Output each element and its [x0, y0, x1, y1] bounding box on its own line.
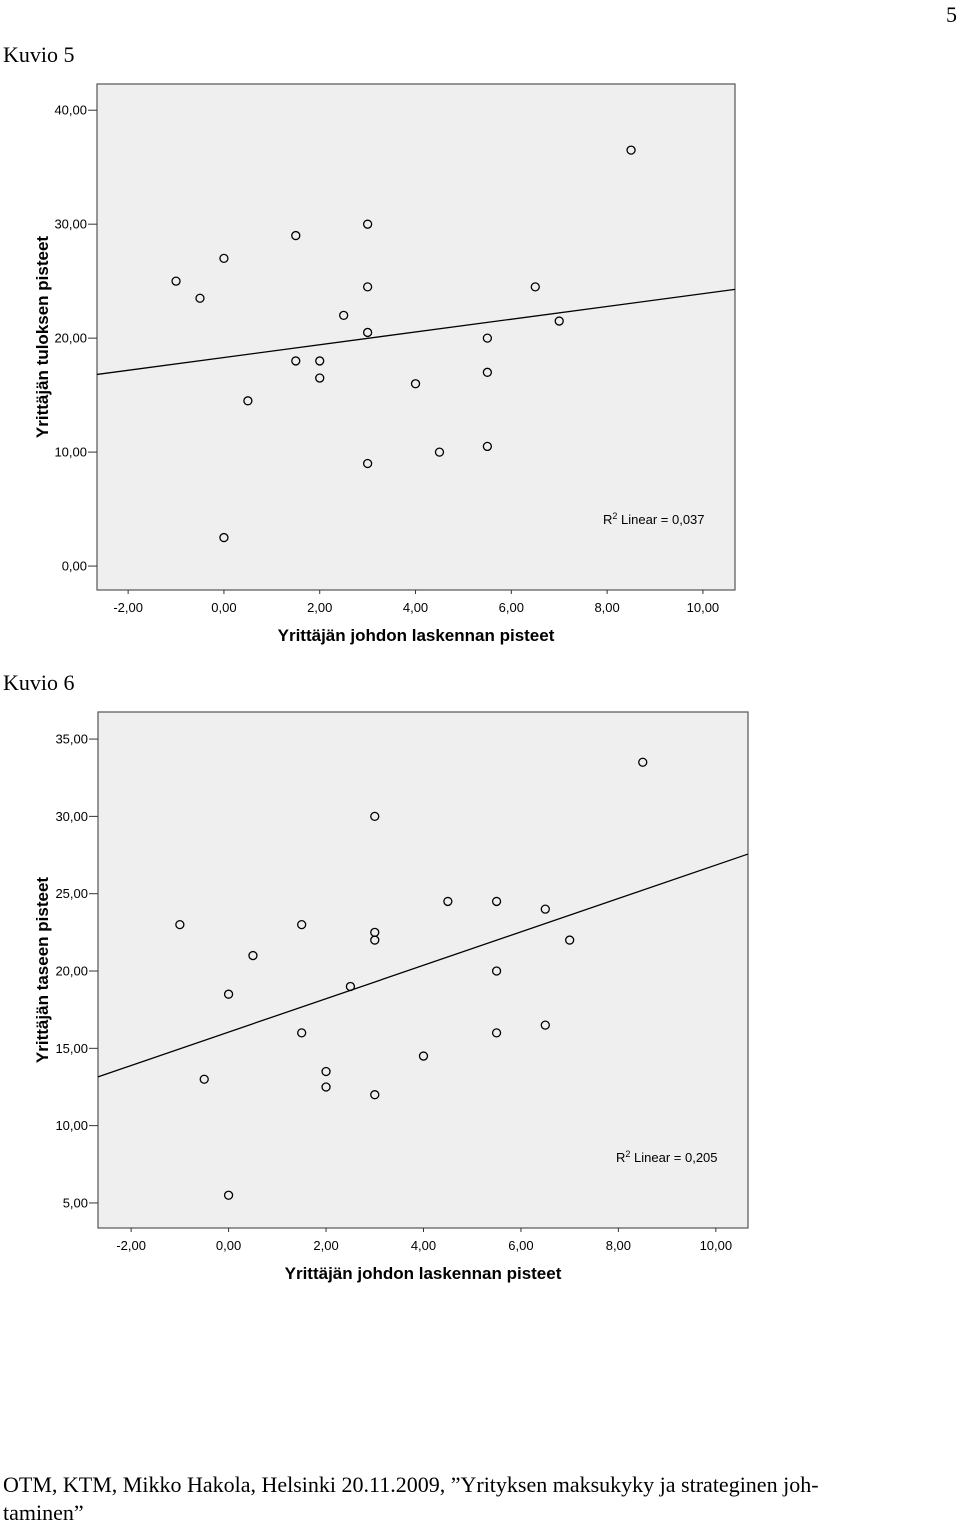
- data-point: [297, 1028, 307, 1038]
- data-point: [223, 989, 234, 999]
- data-point: [491, 966, 502, 976]
- x-tick-label: 4,00: [411, 1238, 436, 1253]
- data-point: [370, 811, 380, 822]
- x-axis-title: Yrittäjän johdon laskennan pisteet: [278, 626, 555, 645]
- data-point: [482, 333, 493, 343]
- x-tick-label: -2,00: [113, 600, 143, 615]
- y-tick-label: 30,00: [54, 217, 87, 232]
- data-point: [370, 1090, 380, 1100]
- data-point: [554, 316, 564, 326]
- footer-line: taminen”: [3, 1500, 84, 1524]
- x-tick-label: 10,00: [687, 600, 720, 615]
- r2-sup: 2: [625, 1149, 630, 1159]
- data-point: [175, 919, 185, 930]
- r2-annotation: R2 Linear = 0,205: [616, 1149, 718, 1165]
- data-point: [248, 950, 258, 961]
- y-tick-label: 25,00: [55, 886, 88, 901]
- y-tick-label: 15,00: [55, 1041, 88, 1056]
- data-point: [219, 253, 229, 264]
- data-point: [418, 1051, 429, 1061]
- data-point: [195, 293, 205, 303]
- data-point: [291, 356, 301, 366]
- plot-area: [96, 83, 736, 591]
- data-point: [626, 145, 636, 155]
- data-point: [345, 981, 356, 992]
- data-point: [339, 310, 349, 320]
- data-point: [362, 458, 373, 469]
- y-tick-label: 20,00: [54, 331, 87, 346]
- x-tick-label: 0,00: [216, 1238, 241, 1253]
- data-point: [219, 532, 229, 543]
- x-tick-label: 0,00: [211, 600, 236, 615]
- x-tick-label: 2,00: [307, 600, 332, 615]
- data-point: [321, 1066, 331, 1077]
- data-point: [243, 396, 253, 406]
- y-tick-label: 10,00: [54, 445, 87, 460]
- x-tick-label: 2,00: [313, 1238, 338, 1253]
- r2-base: R: [603, 512, 612, 527]
- data-point: [482, 367, 493, 377]
- page-number: 5: [946, 2, 957, 27]
- data-point: [291, 230, 301, 241]
- data-point: [362, 327, 373, 338]
- fit-line: [97, 853, 749, 1078]
- plot-area: [97, 711, 749, 1229]
- y-tick-label: 0,00: [62, 559, 87, 574]
- data-point: [491, 896, 502, 907]
- x-tick-label: 6,00: [499, 600, 524, 615]
- r2-sup: 2: [612, 511, 617, 521]
- r2-base: R: [616, 1150, 625, 1165]
- figure-caption: Kuvio 5: [3, 42, 75, 67]
- x-tick-label: 8,00: [606, 1238, 631, 1253]
- x-axis-title: Yrittäjän johdon laskennan pisteet: [285, 1264, 562, 1283]
- data-point: [410, 379, 421, 389]
- y-tick-label: 35,00: [55, 732, 88, 747]
- y-tick-label: 5,00: [63, 1195, 88, 1210]
- y-tick-label: 20,00: [55, 964, 88, 979]
- data-point: [565, 935, 575, 945]
- y-tick-label: 30,00: [55, 809, 88, 824]
- data-point: [540, 1020, 550, 1030]
- x-tick-label: 6,00: [508, 1238, 533, 1253]
- data-point: [491, 1028, 502, 1038]
- y-axis-title: Yrittäjän taseen pisteet: [33, 877, 52, 1063]
- data-point: [362, 219, 373, 229]
- x-tick-label: -2,00: [116, 1238, 146, 1253]
- data-point: [443, 896, 453, 907]
- fit-line: [96, 288, 736, 376]
- data-point: [199, 1074, 209, 1084]
- data-point: [321, 1082, 331, 1092]
- data-point: [540, 904, 550, 914]
- data-point: [434, 447, 445, 457]
- data-point: [171, 276, 181, 286]
- data-point: [370, 935, 380, 945]
- r2-text: Linear = 0,205: [630, 1150, 717, 1165]
- footer-line: OTM, KTM, Mikko Hakola, Helsinki 20.11.2…: [3, 1472, 819, 1497]
- data-point: [530, 282, 540, 292]
- y-tick-label: 10,00: [55, 1118, 88, 1133]
- data-point: [362, 282, 373, 292]
- x-tick-label: 8,00: [594, 600, 619, 615]
- data-point: [315, 356, 325, 366]
- x-tick-label: 10,00: [700, 1238, 733, 1253]
- y-axis-title: Yrittäjän tuloksen pisteet: [33, 236, 52, 438]
- data-point: [315, 373, 325, 383]
- figure-caption: Kuvio 6: [3, 670, 75, 695]
- r2-text: Linear = 0,037: [617, 512, 704, 527]
- x-tick-label: 4,00: [403, 600, 428, 615]
- data-point: [297, 919, 307, 930]
- y-tick-label: 40,00: [54, 103, 87, 118]
- data-point: [223, 1190, 234, 1200]
- data-point: [638, 757, 648, 767]
- data-point: [482, 441, 493, 452]
- r2-annotation: R2 Linear = 0,037: [603, 511, 705, 527]
